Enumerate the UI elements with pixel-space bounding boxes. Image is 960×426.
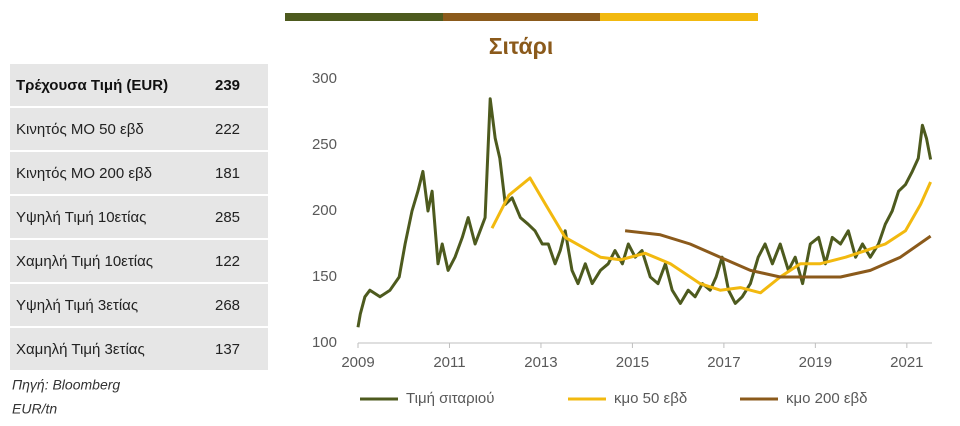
table-row	[10, 196, 268, 238]
chart: 100 150 200 250 300 2009 2011 2013 2015 2017 2019 2…	[312, 70, 933, 407]
x-tick-label: 2017	[707, 354, 740, 371]
row-label: Τρέχουσα Τιμή (EUR)	[16, 77, 168, 94]
row-label: Χαμηλή Τιμή 10ετίας	[16, 253, 153, 270]
row-value: 268	[215, 297, 240, 314]
row-label: Υψηλή Τιμή 3ετίας	[16, 297, 138, 314]
row-value: 222	[215, 121, 240, 138]
y-tick-label: 250	[312, 136, 337, 153]
y-tick-label: 300	[312, 70, 337, 87]
row-value: 181	[215, 165, 240, 182]
x-tick-label: 2015	[616, 354, 649, 371]
x-tick-label: 2013	[524, 354, 557, 371]
x-tick-label: 2019	[799, 354, 832, 371]
y-tick-label: 150	[312, 268, 337, 285]
top-bar	[285, 13, 443, 21]
table-row	[10, 152, 268, 194]
x-tick-label: 2009	[341, 354, 374, 371]
series-line	[490, 176, 932, 295]
legend-label: Τιμή σιταριού	[406, 390, 494, 407]
top-bar	[443, 13, 600, 21]
table-row	[10, 240, 268, 282]
table-row	[10, 64, 268, 106]
row-label: Κινητός ΜΟ 50 εβδ	[16, 121, 144, 138]
table-row	[10, 108, 268, 150]
top-bar	[600, 13, 758, 21]
row-value: 285	[215, 209, 240, 226]
row-label: Χαμηλή Τιμή 3ετίας	[16, 341, 145, 358]
y-tick-label: 100	[312, 334, 337, 351]
chart-title: Σιτάρι	[489, 33, 554, 59]
row-value: 137	[215, 341, 240, 358]
table: Τρέχουσα Τιμή (EUR) 239 Κινητός ΜΟ 50 εβδ 2…	[10, 64, 268, 370]
row-value: 122	[215, 253, 240, 270]
unit-note: EUR/tn	[12, 401, 57, 417]
legend-label: κμο 50 εβδ	[614, 390, 687, 407]
row-value: 239	[215, 77, 240, 94]
x-tick-label: 2021	[890, 354, 923, 371]
row-label: Υψηλή Τιμή 10ετίας	[16, 209, 146, 226]
row-label: Κινητός ΜΟ 200 εβδ	[16, 165, 152, 182]
legend-label: κμο 200 εβδ	[786, 390, 868, 407]
source-note: Πηγή: Bloomberg	[12, 377, 120, 393]
x-tick-label: 2011	[433, 354, 465, 371]
series-line	[356, 97, 933, 328]
table-row	[10, 284, 268, 326]
series-line	[624, 229, 932, 279]
table-row	[10, 328, 268, 370]
y-tick-label: 200	[312, 202, 337, 219]
